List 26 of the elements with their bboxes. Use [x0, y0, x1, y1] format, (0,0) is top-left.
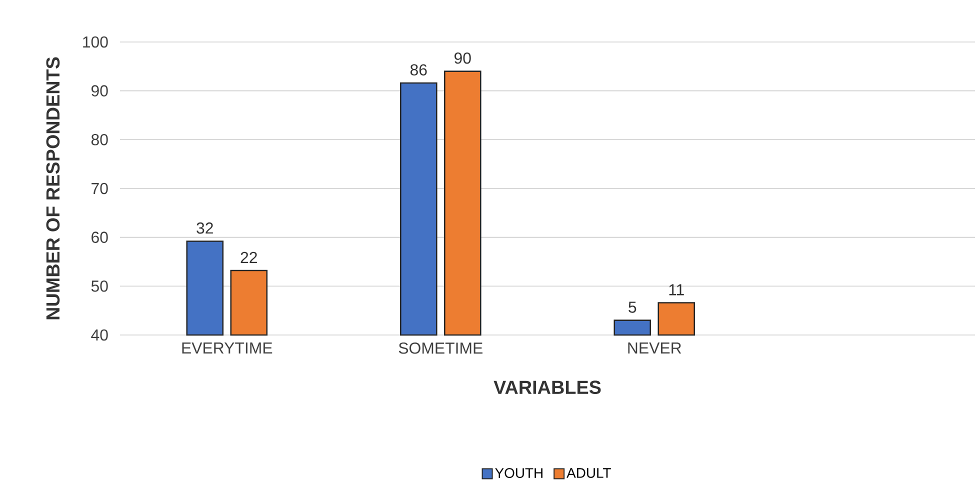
legend-label: YOUTH	[495, 468, 542, 478]
data-label: 32	[196, 222, 213, 234]
bar	[444, 70, 482, 336]
x-axis-title: VARIABLES	[494, 380, 601, 394]
text: 60	[92, 232, 108, 243]
text: 40	[91, 329, 108, 341]
x-tick-label: EVERYTIME	[182, 342, 272, 354]
data-label: 11	[669, 284, 684, 296]
bar	[230, 270, 268, 336]
y-axis-title: NUMBER OF RESPONDENTS	[46, 57, 60, 320]
legend-label: ADULT	[566, 468, 611, 478]
text: 50	[91, 280, 108, 292]
data-label: 86	[410, 64, 427, 76]
data-label: 5	[628, 302, 636, 313]
text: 70	[92, 182, 108, 194]
bar	[614, 320, 652, 336]
text: 90	[92, 85, 108, 96]
bar	[400, 82, 438, 336]
bar	[186, 240, 224, 336]
text: 100	[83, 36, 108, 48]
bar	[658, 302, 696, 336]
data-label: 90	[454, 52, 471, 64]
x-tick-label: NEVER	[628, 342, 682, 354]
x-tick-label: SOMETIME	[398, 342, 482, 354]
text: 80	[91, 134, 108, 146]
data-label: 22	[240, 252, 257, 264]
